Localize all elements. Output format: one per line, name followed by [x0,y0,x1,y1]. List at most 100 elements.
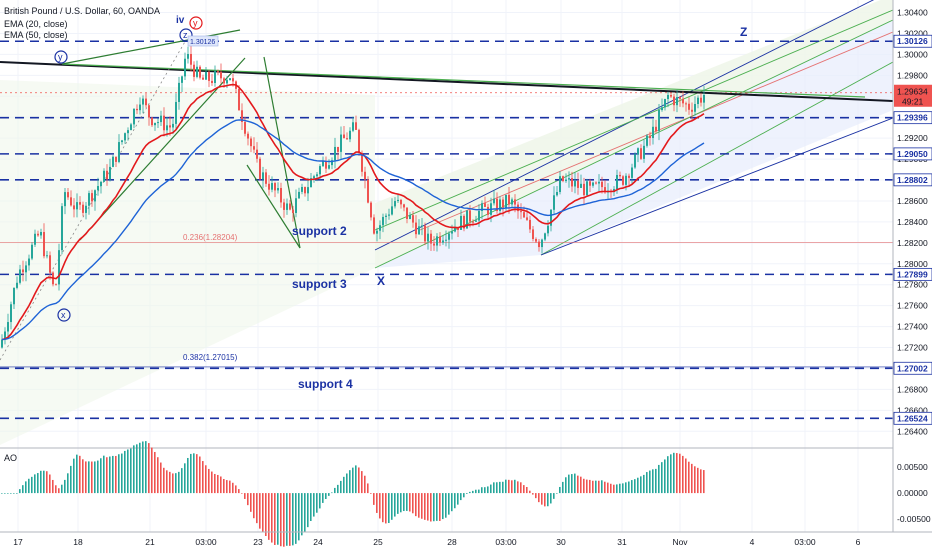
ao-bar [79,455,81,494]
ao-bar [340,480,342,494]
ema20-line [1,83,705,341]
ao-bar [631,480,633,494]
time-tick-5: 24 [313,537,323,547]
ao-bar [268,493,270,540]
candle-body [694,104,696,112]
candle-body [106,170,108,180]
candle-body [559,176,561,192]
green-trendline [61,63,866,98]
candle-body [370,202,372,218]
candle-body [79,202,81,205]
ao-bar [109,456,111,494]
ao-bar [421,493,423,519]
candle-body [667,94,669,100]
ao-bar [508,479,510,494]
candle-body [103,170,105,182]
ao-bar [382,493,384,523]
candle-body [172,123,174,128]
ao-bar [58,488,60,494]
candle-body [481,203,483,211]
candle-body [64,192,66,207]
candle-body [196,66,198,77]
ao-bar [370,493,372,494]
ao-bar [16,493,18,494]
candle-body [571,178,573,187]
ema-lines [1,83,705,341]
ao-bar [307,493,309,528]
ao-bar [505,479,507,494]
ao-bar [556,493,558,494]
candle-body [286,203,288,210]
candle-body [82,204,84,213]
candle-body [595,182,597,184]
level-tag-4: 1.27899 [897,269,928,279]
candle-body [343,134,345,139]
ao-bar [253,493,255,519]
ao-bar [148,443,150,494]
level-tag-box-6 [893,411,932,425]
candle-body [28,258,30,266]
candle-body [361,152,363,172]
level-tag-box-5 [893,361,932,375]
ao-bar [244,493,246,499]
ao-bar [646,472,648,494]
candle-body [208,71,210,81]
candle-body [124,133,126,141]
candle-body [295,198,297,213]
candle-body [637,148,639,155]
time-tick-9: 30 [556,537,566,547]
ao-bar [670,454,672,494]
ao-bar [277,493,279,545]
ao-bar [703,470,705,494]
candle-body [205,71,207,80]
candle-body [184,58,186,77]
candle-body [457,227,459,230]
ao-bar [328,493,330,496]
ao-bar [100,458,102,494]
ao-bar [352,467,354,494]
ao-bar [553,493,555,499]
candle-body [619,174,621,177]
candle-body [655,126,657,131]
candle-body [493,198,495,204]
ao-bar [637,477,639,494]
candle-body [4,331,6,340]
candle-body [496,198,498,211]
ao-bar [376,493,378,513]
candle-body [211,80,213,83]
candle-body [502,199,504,208]
rising-channel [0,0,894,445]
ao-bar [115,455,117,494]
ao-bar [13,493,15,494]
price-tick-2: 1.30000 [897,49,928,59]
ao-bar [574,473,576,494]
candle-body [349,130,351,140]
ao-bar [145,441,147,494]
time-tick-7: 28 [447,537,457,547]
price-tick-12: 1.28000 [897,259,928,269]
candle-body [259,158,261,180]
ao-bar [661,462,663,494]
candle-body [565,179,567,182]
candle-body [400,199,402,205]
symbol-title: British Pound / U.S. Dollar, 60, OANDA [4,6,161,16]
candle-body [7,322,9,332]
ao-bar [271,493,273,543]
candle-body [430,233,432,244]
ao-bar [679,453,681,494]
ao-bar [343,476,345,494]
candle-body [640,148,642,159]
candle-body [220,71,222,79]
ao-tick-2: -0.00500 [897,514,931,524]
ao-bar [325,493,327,500]
ao-bar [364,475,366,494]
ao-bar [322,493,324,503]
ao-bar [46,471,48,494]
candle-body [265,172,267,184]
fib-382-label: 0.382(1.27015) [183,353,238,362]
candle-body [520,211,522,213]
ema20-legend: EMA (20, close) [4,19,68,29]
ao-bar [385,493,387,524]
time-tick-12: 4 [750,537,755,547]
ao-bar [535,493,537,499]
